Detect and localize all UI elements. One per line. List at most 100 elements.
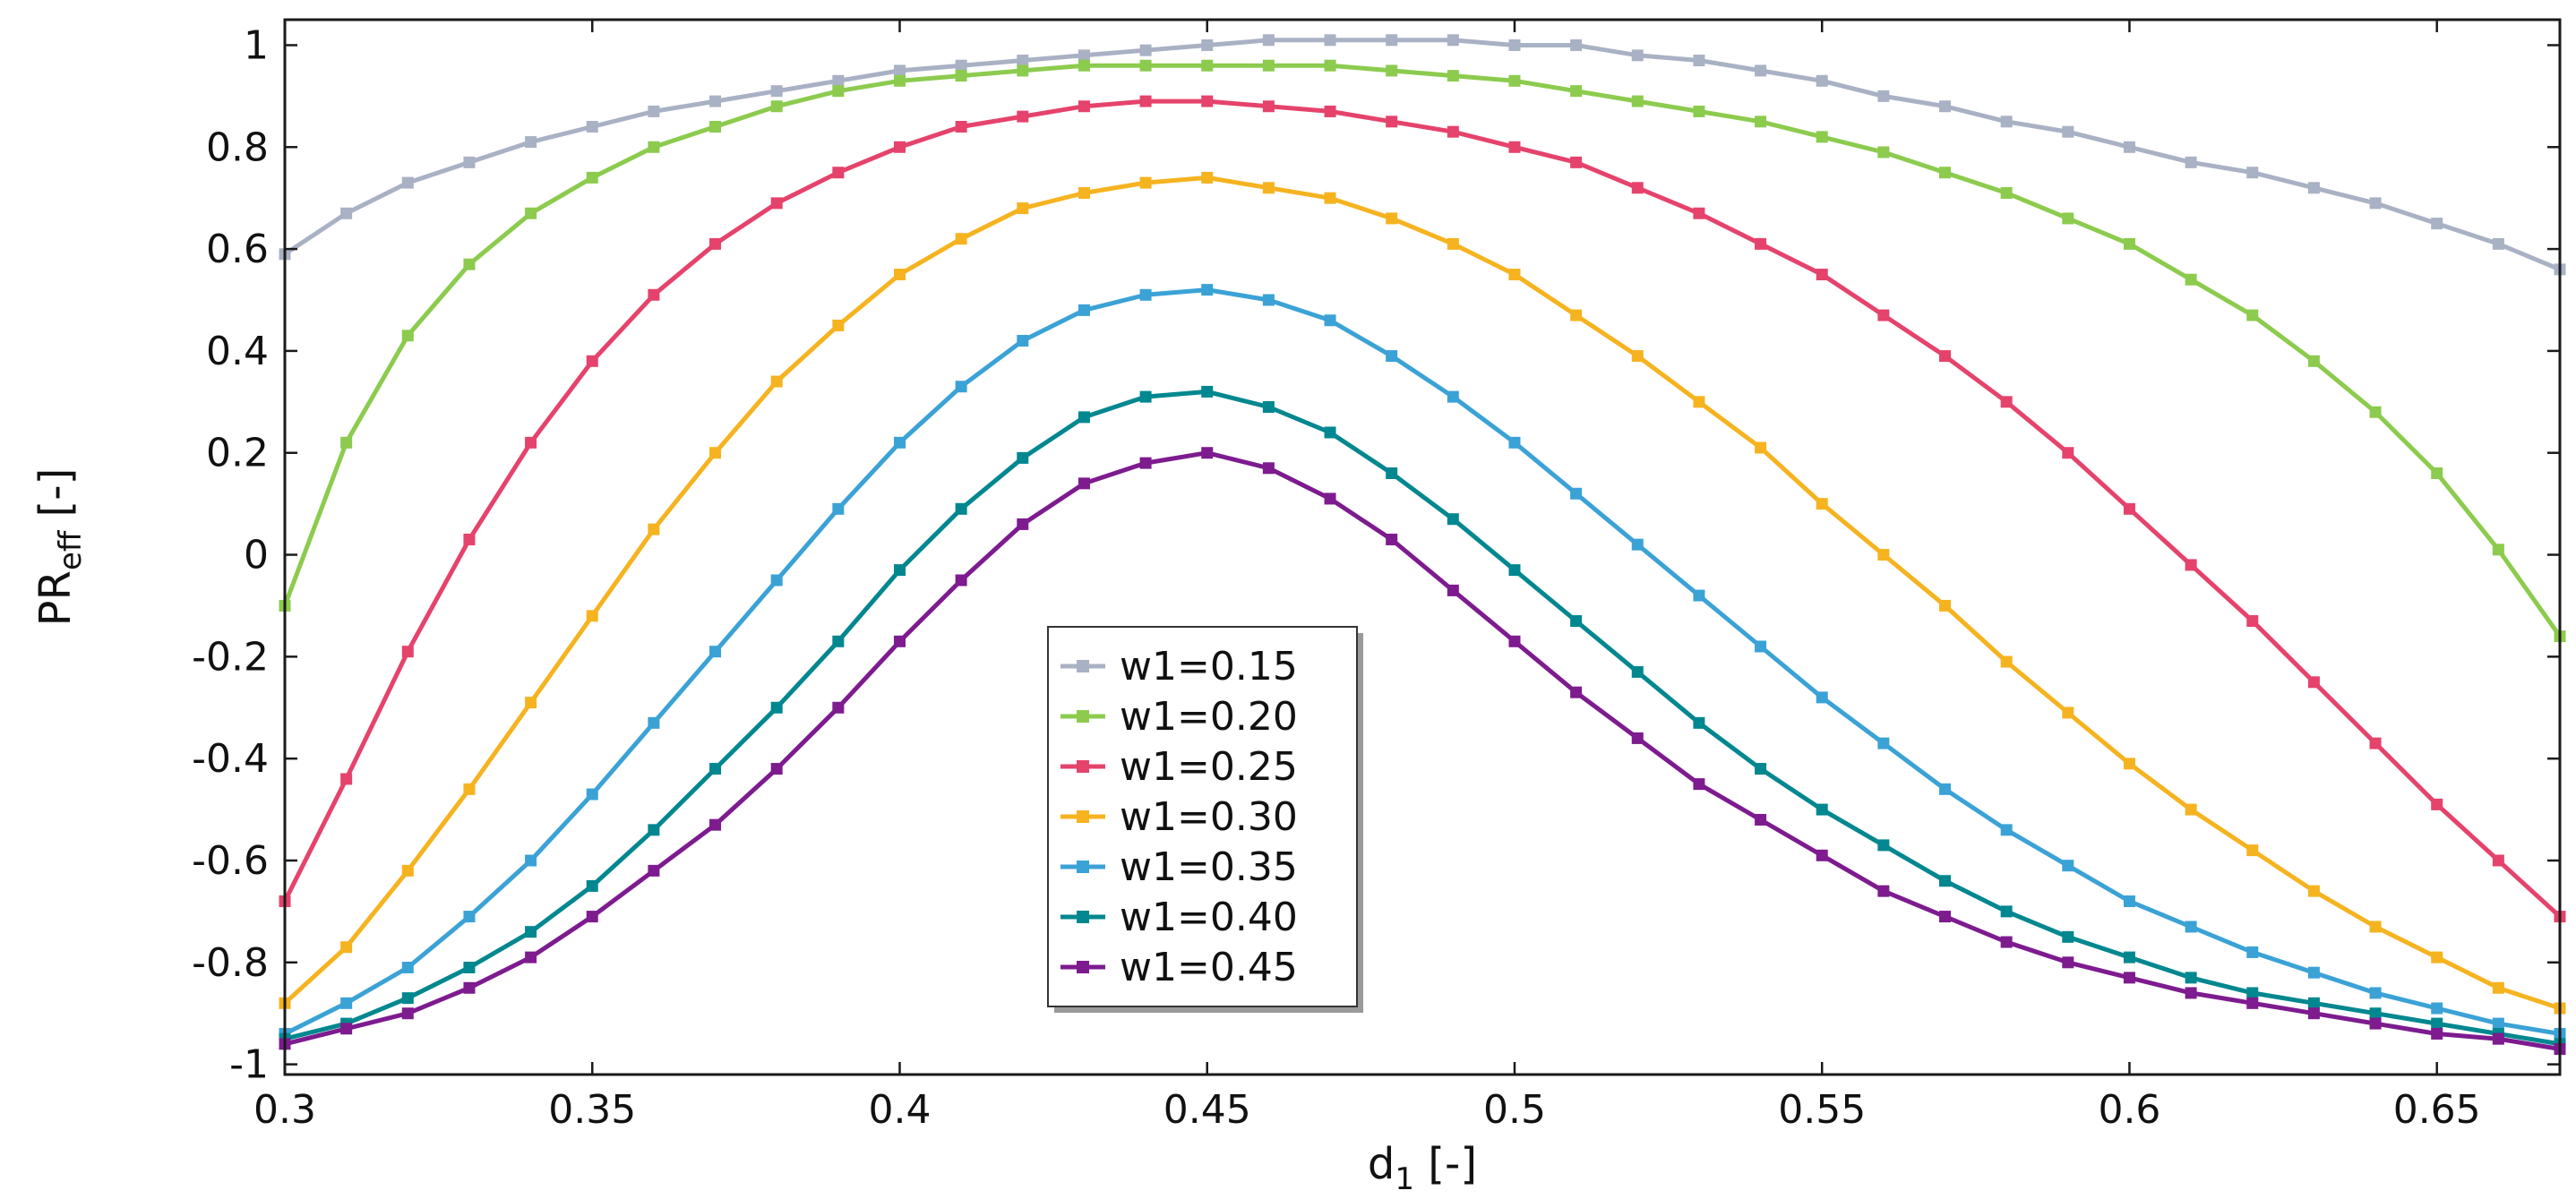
series-point: [648, 288, 660, 301]
series-point: [832, 635, 845, 647]
series-point: [525, 136, 537, 149]
series-point: [401, 646, 414, 658]
series-point: [709, 95, 722, 107]
series-point: [2062, 212, 2074, 225]
series-point: [2492, 1017, 2504, 1030]
series-point: [2000, 186, 2013, 199]
series-point: [1324, 314, 1336, 327]
series-point: [1447, 125, 1459, 138]
series-point: [1386, 64, 1398, 77]
series-point: [1447, 390, 1459, 403]
legend-swatch-marker: [1077, 810, 1089, 823]
series-point: [1324, 426, 1336, 439]
series-point: [1939, 911, 1952, 923]
series-point: [1386, 34, 1398, 47]
series-point: [1816, 269, 1828, 281]
series-point: [1508, 269, 1521, 281]
series-point: [1078, 186, 1090, 199]
series-point: [586, 911, 598, 923]
series-point: [1877, 549, 1890, 561]
series-point: [463, 911, 476, 923]
legend-item: w1=0.15: [1060, 644, 1298, 689]
series-line: [284, 389, 2561, 1047]
series-point: [1078, 411, 1090, 424]
x-tick-label: 0.3: [253, 1087, 316, 1133]
series-point: [1816, 849, 1828, 861]
series-point: [1570, 156, 1583, 168]
series-point: [401, 992, 414, 1005]
series-point: [2062, 930, 2074, 943]
series-point: [1508, 564, 1521, 577]
series-point: [1017, 55, 1029, 67]
series-point: [1570, 85, 1583, 98]
legend-swatch-marker: [1077, 710, 1089, 723]
y-tick-label: -0.8: [192, 940, 269, 986]
series-point: [525, 854, 537, 867]
legend-label: w1=0.25: [1120, 744, 1298, 790]
series-point: [1078, 49, 1090, 62]
legend-item: w1=0.25: [1060, 744, 1298, 790]
x-tick-label: 0.6: [2098, 1087, 2160, 1133]
series-point: [525, 207, 537, 219]
series-point: [648, 105, 660, 117]
x-tick-label: 0.45: [1163, 1087, 1251, 1133]
series-point: [955, 381, 967, 393]
series-point: [2307, 182, 2320, 194]
series-point: [525, 697, 537, 709]
series-point: [1017, 202, 1029, 215]
series-point: [1631, 95, 1644, 107]
series-point: [1631, 732, 1644, 744]
series-point: [1017, 518, 1029, 530]
series-point: [1877, 737, 1890, 749]
x-tick-label: 0.5: [1483, 1087, 1546, 1133]
series-point: [1386, 350, 1398, 363]
series-point: [463, 156, 476, 168]
series-point: [2369, 737, 2382, 749]
series-point: [1324, 492, 1336, 505]
series-line: [283, 38, 2561, 272]
series-point: [1139, 288, 1152, 301]
series-line: [283, 287, 2561, 1036]
series-point: [1939, 783, 1952, 795]
y-tick-label: 1: [244, 22, 269, 68]
series-point: [1816, 498, 1828, 510]
series-point: [1262, 182, 1275, 194]
tick-layer: 0.3 0.35 0.4 0.45 0.5 0.55 0.6 0.65 -1 -0.8 -0.6 -0…: [192, 20, 2560, 1133]
y-tick-label: 0.4: [206, 329, 269, 374]
series-point: [2000, 396, 2013, 408]
series-point: [586, 121, 598, 133]
series-point: [1693, 207, 1705, 219]
series-point: [1078, 100, 1090, 113]
series-point: [2369, 987, 2382, 999]
series-point: [2369, 921, 2382, 933]
series-point: [586, 171, 598, 184]
series-point: [1139, 457, 1152, 469]
y-tick-label: -0.6: [192, 838, 269, 884]
series-point: [401, 1007, 414, 1020]
series-point: [2185, 559, 2197, 571]
legend-item: w1=0.30: [1060, 794, 1298, 840]
y-tick-label: 0.8: [206, 124, 269, 170]
series-point: [2246, 844, 2259, 857]
y-tick-label: -1: [229, 1042, 269, 1088]
series-point: [1324, 105, 1336, 117]
series-point: [1693, 716, 1705, 729]
series-point: [401, 961, 414, 973]
series-point: [1139, 44, 1152, 56]
y-tick-label: -0.2: [192, 634, 269, 680]
series-point: [1078, 59, 1090, 72]
series-point: [709, 646, 722, 658]
series-point: [2185, 921, 2197, 933]
series-point: [1262, 294, 1275, 306]
legend-swatch-marker: [1077, 760, 1089, 773]
series-point: [1755, 441, 1767, 454]
y-axis-title-main: PR: [30, 570, 81, 626]
series-point: [955, 502, 967, 515]
series-point: [1570, 309, 1583, 321]
y-tick-label: 0.6: [206, 227, 269, 272]
series-w1-0-30: [279, 171, 2566, 1015]
x-axis-title: d1 [-]: [1368, 1139, 1477, 1197]
series-point: [1078, 477, 1090, 490]
legend-swatch-marker: [1077, 911, 1089, 923]
